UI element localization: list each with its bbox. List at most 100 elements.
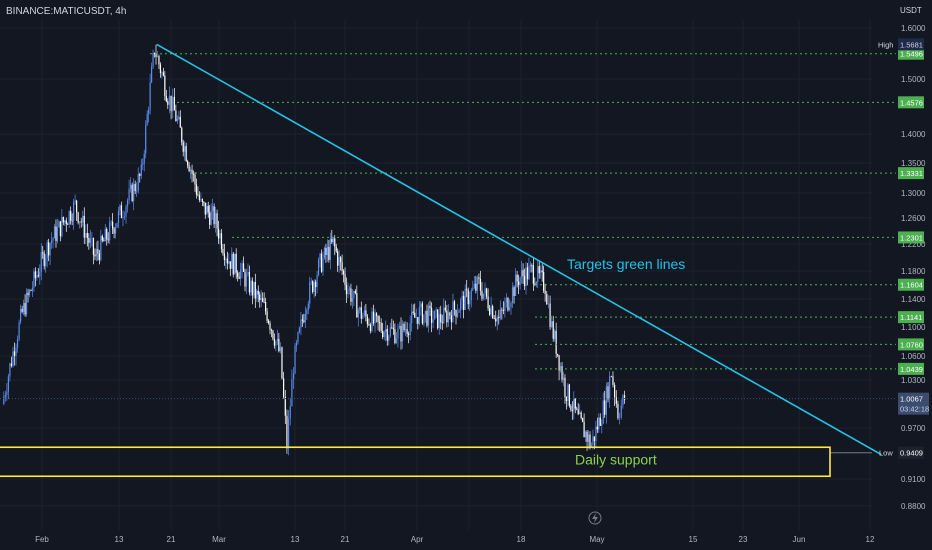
candle-body: [203, 201, 205, 203]
candle-body: [33, 271, 35, 288]
candle-body: [140, 164, 142, 176]
candle-body: [502, 310, 504, 312]
candle-body: [557, 353, 559, 356]
candle-body: [344, 274, 346, 286]
candle-body: [238, 276, 240, 279]
candle-body: [516, 274, 518, 282]
candle-body: [532, 265, 534, 284]
candle-body: [345, 285, 348, 295]
candle-body: [392, 328, 394, 330]
candle-body: [74, 200, 76, 203]
candle-body: [298, 327, 301, 333]
candle-body: [297, 332, 299, 343]
candle-body: [337, 251, 339, 266]
candle-body: [123, 216, 126, 218]
x-tick-label: 12: [866, 535, 875, 544]
target-price-tag-bg: [898, 47, 924, 60]
candle-body: [92, 238, 95, 255]
candle-body: [377, 315, 379, 323]
candle-body: [562, 377, 565, 380]
candle-body: [559, 366, 562, 371]
candle-body: [64, 220, 66, 223]
candle-body: [592, 436, 594, 446]
lightning-icon-ring: [588, 511, 602, 525]
candle-body: [263, 301, 265, 303]
candle-body: [220, 233, 223, 249]
candle-body: [39, 271, 41, 277]
y-tick-label: 1.3000: [901, 189, 926, 198]
candle-body: [487, 296, 489, 309]
candle-body: [543, 271, 545, 291]
candle-body: [538, 266, 540, 274]
candle-body: [170, 95, 172, 112]
candle-body: [504, 302, 506, 312]
candle-body: [440, 314, 442, 323]
candle-body: [476, 277, 478, 291]
candle-body: [348, 288, 351, 291]
candle-body: [510, 302, 512, 308]
candle-body: [317, 259, 320, 276]
targets-annotation: Targets green lines: [567, 256, 685, 272]
candle-body: [260, 298, 262, 300]
candle-body: [438, 314, 440, 329]
candle-body: [225, 258, 227, 260]
lightning-icon-bolt: [592, 513, 598, 523]
candle-body: [456, 312, 459, 317]
candle-body: [7, 376, 9, 392]
candle-body: [176, 118, 178, 122]
target-price-tag-text: 1.1604: [900, 281, 923, 290]
candle-body: [266, 311, 268, 321]
candle-body: [191, 169, 193, 174]
candle-body: [418, 307, 420, 324]
candle-body: [23, 303, 25, 312]
candle-body: [42, 252, 44, 254]
candle-body: [107, 239, 109, 241]
candle-body: [555, 330, 557, 354]
candle-body: [254, 281, 256, 299]
candle-body: [564, 377, 566, 397]
candle-body: [289, 406, 291, 419]
candle-body: [499, 309, 501, 319]
candle-body: [523, 276, 526, 287]
target-price-tag: 1.1141: [898, 311, 924, 324]
candle-body: [458, 310, 460, 313]
candle-body: [329, 238, 331, 260]
target-price-tag-bg: [898, 311, 924, 324]
target-price-tag-bg: [898, 278, 924, 291]
candle-body: [359, 307, 361, 311]
target-price-tag-text: 1.5496: [900, 50, 923, 59]
x-tick-label: 13: [291, 535, 300, 544]
candle-body: [484, 288, 486, 294]
candle-body: [24, 303, 26, 315]
candle-body: [602, 400, 604, 424]
candle-body: [420, 303, 422, 308]
candle-body: [360, 307, 362, 319]
candle-body: [150, 66, 153, 83]
candle-body: [372, 311, 375, 324]
candle-body: [226, 258, 228, 264]
candle-body: [217, 228, 220, 239]
candle-body: [435, 309, 437, 311]
high-label-bg: [876, 38, 896, 51]
candle-body: [197, 194, 199, 196]
candle-body: [65, 220, 67, 225]
candle-body: [164, 75, 166, 96]
target-price-tag-bg: [898, 231, 924, 244]
candle-body: [441, 322, 443, 324]
candle-body: [312, 281, 314, 293]
candle-body: [453, 301, 456, 310]
candle-body: [408, 333, 410, 336]
candle-body: [142, 163, 144, 165]
candle-body: [617, 403, 619, 419]
candle-body: [37, 275, 39, 277]
candle-body: [52, 238, 54, 241]
candle-body: [609, 376, 611, 400]
candle-body: [452, 301, 454, 323]
candle-body: [313, 281, 315, 293]
target-price-tag-text: 1.0439: [900, 365, 923, 374]
candle-body: [117, 211, 120, 223]
candle-body: [595, 426, 597, 441]
candle-body: [21, 308, 23, 312]
candle-body: [206, 206, 208, 215]
